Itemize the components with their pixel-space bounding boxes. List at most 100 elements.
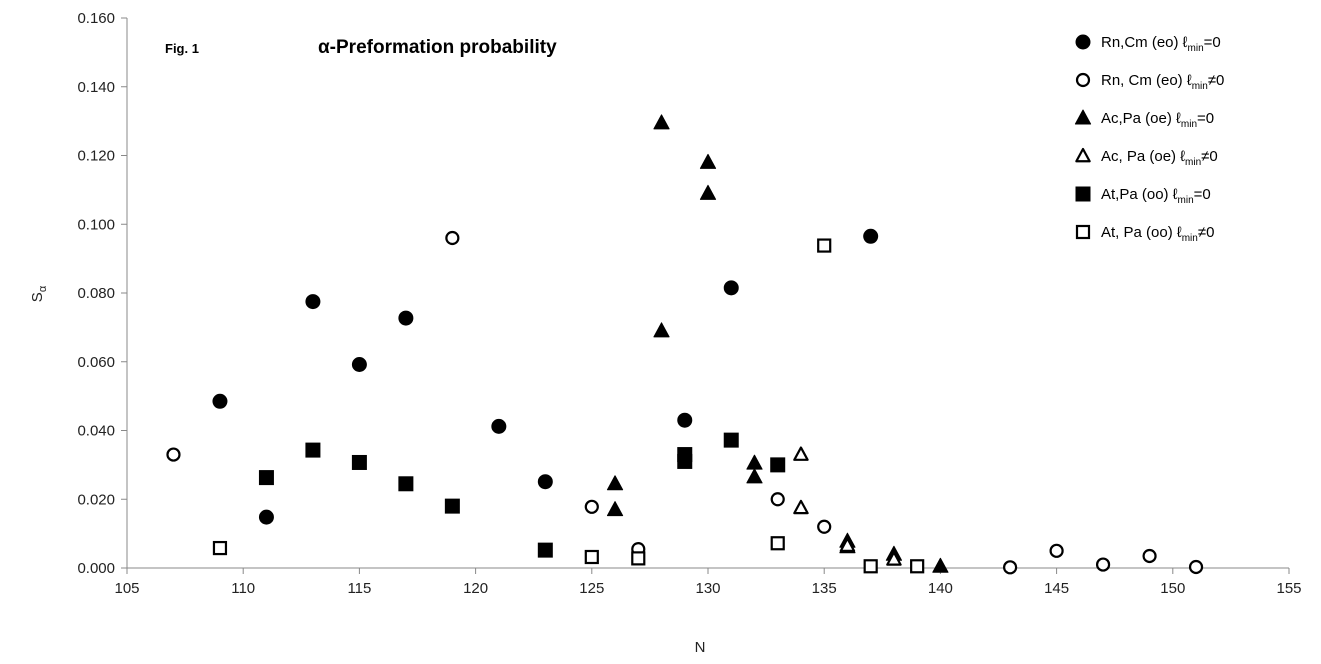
y-tick-label: 0.160: [77, 10, 115, 27]
data-point: [723, 280, 739, 296]
data-point: [631, 551, 646, 566]
data-point: [770, 492, 785, 507]
data-point: [910, 559, 925, 574]
x-tick-label: 145: [1044, 580, 1069, 597]
data-point: [653, 322, 670, 338]
legend: Rn,Cm (eo) ℓmin=0 Rn, Cm (eo) ℓmin≠0 Ac,Pa…: [1074, 34, 1224, 244]
data-point: [351, 357, 367, 372]
x-tick-label: 120: [463, 580, 488, 597]
data-point: [537, 542, 553, 558]
data-point: [398, 476, 414, 492]
legend-item: Ac, Pa (oe) ℓmin≠0: [1075, 147, 1218, 168]
x-tick-label: 140: [928, 580, 953, 597]
data-point: [398, 310, 414, 326]
data-point: [863, 559, 878, 574]
data-point: [606, 501, 624, 517]
data-point: [445, 230, 460, 246]
data-point: [444, 498, 460, 514]
x-tick-label: 105: [114, 580, 139, 597]
legend-label: At, Pa (oo) ℓmin≠0: [1101, 224, 1214, 244]
x-tick-label: 135: [812, 580, 837, 597]
series-0: [212, 228, 879, 525]
data-point: [839, 537, 856, 553]
data-point: [1142, 548, 1157, 564]
series-1: [166, 230, 1204, 575]
y-tick-label: 0.000: [77, 560, 115, 577]
data-point: [723, 432, 739, 448]
data-point: [699, 184, 717, 200]
x-tick-label: 150: [1160, 580, 1185, 597]
data-point: [817, 519, 832, 534]
x-tick-label: 155: [1276, 580, 1301, 597]
y-tick-label: 0.040: [77, 423, 115, 440]
data-point: [166, 447, 181, 462]
data-point: [212, 540, 228, 556]
data-point: [653, 114, 670, 130]
tick-labels: 0.000 0.020 0.040 0.060 0.080 0.100 0.120 0.140…: [77, 10, 1301, 597]
series-3: [793, 446, 902, 566]
x-tick-label: 130: [695, 580, 720, 597]
data-points: [166, 114, 1204, 575]
legend-label: At,Pa (oo) ℓmin=0: [1101, 186, 1211, 206]
series-4: [258, 432, 786, 558]
x-tick-label: 125: [579, 580, 604, 597]
legend-marker: [1075, 224, 1091, 240]
legend-item: Ac,Pa (oe) ℓmin=0: [1074, 109, 1214, 130]
legend-marker: [1074, 109, 1092, 125]
legend-item: Rn, Cm (eo) ℓmin≠0: [1075, 72, 1224, 92]
legend-item: At,Pa (oo) ℓmin=0: [1075, 186, 1211, 206]
y-tick-label: 0.020: [77, 491, 115, 508]
y-axis-title: Sα: [29, 285, 49, 302]
legend-label: Ac,Pa (oe) ℓmin=0: [1101, 110, 1214, 130]
series-5: [212, 238, 925, 574]
data-point: [1188, 559, 1204, 575]
y-tick-label: 0.140: [77, 79, 115, 96]
data-point: [770, 457, 786, 473]
data-point: [886, 551, 902, 566]
legend-marker: [1075, 186, 1091, 202]
data-point: [258, 509, 274, 525]
legend-marker: [1075, 72, 1091, 88]
data-point: [793, 446, 809, 461]
axes: [121, 17, 1290, 574]
y-tick-label: 0.100: [77, 216, 115, 233]
legend-marker: [1075, 147, 1091, 163]
data-point: [606, 475, 624, 491]
data-point: [537, 474, 553, 490]
data-point: [584, 549, 599, 565]
x-tick-label: 110: [231, 580, 255, 597]
data-point: [677, 453, 693, 469]
y-tick-label: 0.080: [77, 285, 115, 302]
legend-label: Rn,Cm (eo) ℓmin=0: [1101, 34, 1221, 54]
data-point: [746, 468, 763, 484]
data-point: [817, 238, 832, 253]
data-point: [212, 393, 228, 409]
data-point: [932, 557, 949, 573]
data-point: [1049, 543, 1064, 558]
legend-marker: [1075, 34, 1091, 50]
data-point: [258, 470, 274, 486]
chart-title: α-Preformation probability: [318, 37, 557, 58]
x-axis-title: N: [695, 639, 706, 656]
data-point: [1095, 557, 1111, 572]
y-tick-label: 0.120: [77, 148, 115, 165]
data-point: [1003, 560, 1018, 575]
data-point: [305, 442, 321, 458]
data-point: [677, 412, 693, 428]
y-tick-label: 0.060: [77, 354, 115, 371]
data-point: [770, 536, 785, 551]
data-point: [491, 418, 507, 434]
data-point: [584, 499, 599, 514]
legend-item: At, Pa (oo) ℓmin≠0: [1075, 224, 1214, 244]
data-point: [305, 294, 321, 310]
legend-item: Rn,Cm (eo) ℓmin=0: [1075, 34, 1221, 54]
data-point: [351, 454, 367, 470]
legend-label: Rn, Cm (eo) ℓmin≠0: [1101, 72, 1224, 92]
x-tick-label: 115: [347, 580, 371, 597]
legend-label: Ac, Pa (oe) ℓmin≠0: [1101, 148, 1218, 168]
data-point: [699, 153, 717, 169]
data-point: [863, 228, 879, 244]
figure-label: Fig. 1: [165, 41, 199, 56]
data-point: [793, 499, 809, 515]
